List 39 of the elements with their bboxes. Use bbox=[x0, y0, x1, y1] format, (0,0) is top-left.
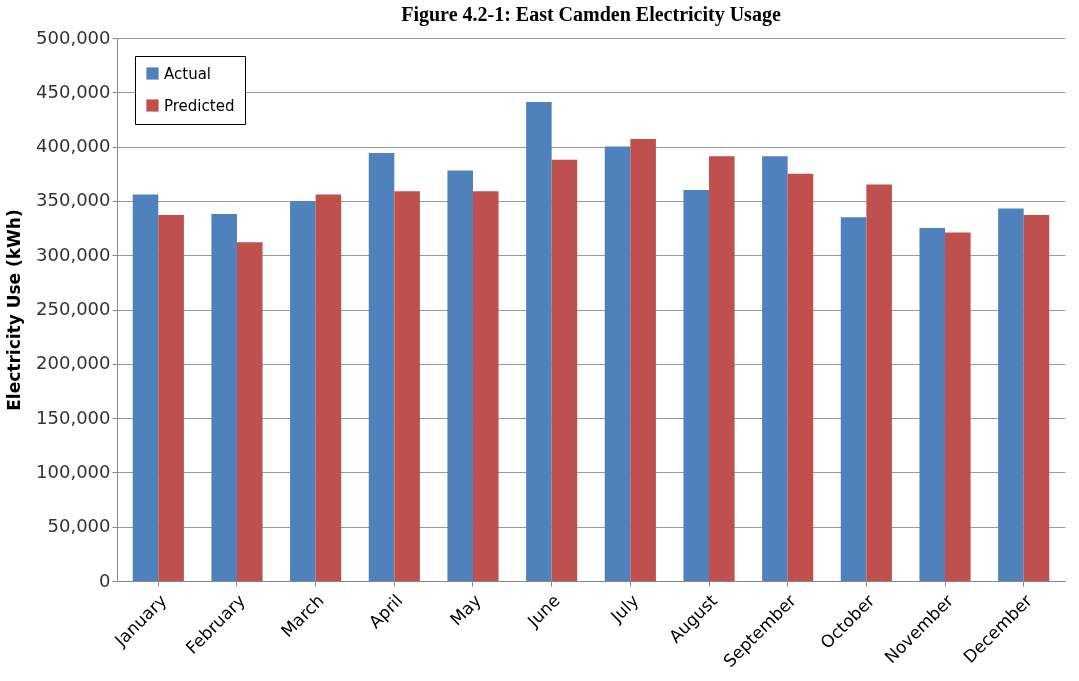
bar bbox=[447, 170, 473, 581]
y-tick-label: 0 bbox=[99, 569, 111, 591]
y-tick-label: 500,000 bbox=[36, 26, 111, 48]
bar bbox=[394, 191, 420, 581]
y-tick-label: 450,000 bbox=[36, 80, 111, 102]
bar bbox=[132, 194, 159, 581]
bar bbox=[551, 159, 578, 581]
bar bbox=[211, 213, 237, 581]
legend-label: Actual bbox=[164, 64, 211, 83]
chart-title: Figure 4.2-1: East Camden Electricity Usage bbox=[401, 3, 781, 26]
bar bbox=[919, 228, 946, 581]
bar bbox=[315, 194, 342, 581]
bar bbox=[683, 190, 710, 581]
bar bbox=[998, 208, 1024, 581]
bar bbox=[762, 156, 788, 581]
bar bbox=[526, 102, 552, 581]
bar bbox=[158, 215, 184, 581]
y-tick-label: 350,000 bbox=[36, 189, 111, 211]
bar bbox=[472, 191, 499, 581]
bar bbox=[368, 153, 395, 581]
bar bbox=[630, 139, 656, 581]
bar bbox=[840, 217, 867, 581]
bar bbox=[866, 184, 892, 581]
bar bbox=[945, 232, 971, 581]
bar bbox=[604, 146, 631, 581]
y-tick-label: 150,000 bbox=[36, 406, 111, 428]
y-axis-title: Electricity Use (kWh) bbox=[4, 209, 25, 411]
y-tick-label: 250,000 bbox=[36, 298, 111, 319]
bar bbox=[1023, 215, 1050, 581]
y-tick-label: 50,000 bbox=[47, 515, 111, 537]
legend-label: Predicted bbox=[164, 96, 235, 115]
bar bbox=[709, 156, 735, 581]
y-tick-label: 100,000 bbox=[36, 460, 111, 482]
y-tick-label: 400,000 bbox=[36, 135, 111, 157]
bar bbox=[290, 200, 316, 581]
y-tick-label: 200,000 bbox=[36, 352, 111, 374]
y-tick-label: 300,000 bbox=[36, 243, 111, 265]
bar bbox=[236, 242, 263, 581]
bar bbox=[787, 173, 814, 581]
